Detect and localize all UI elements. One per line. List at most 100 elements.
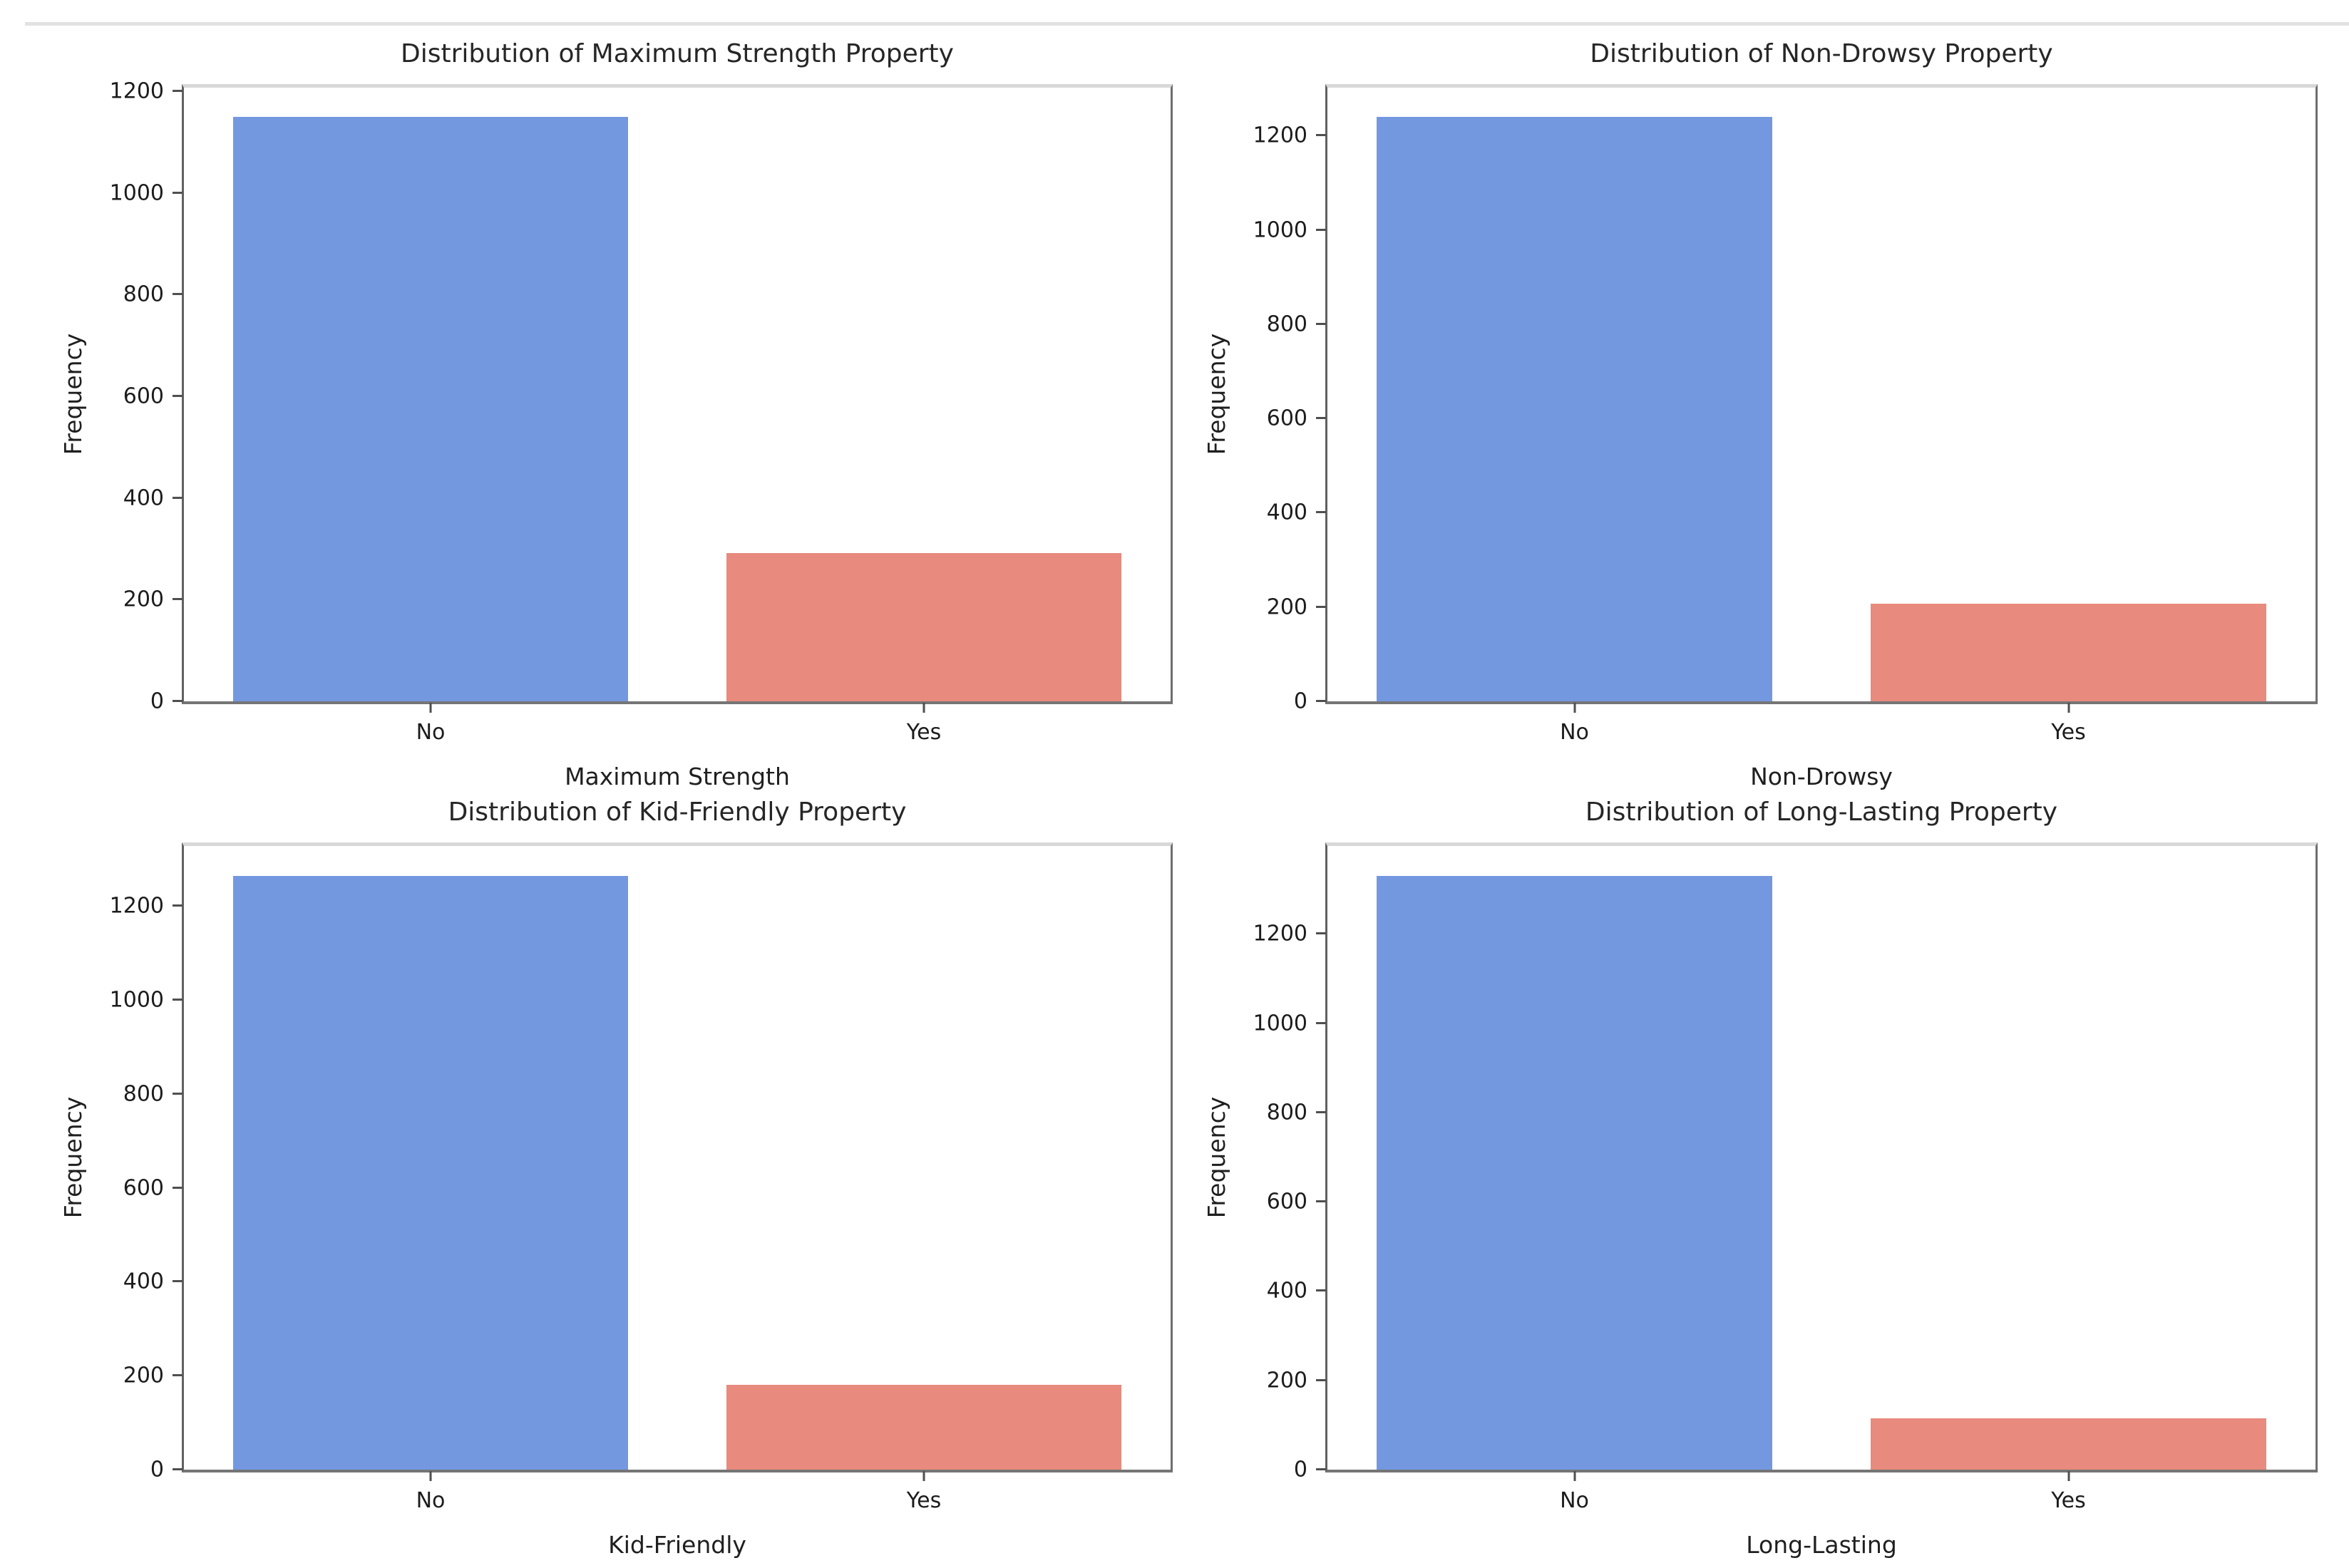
y-tick-label: 600 <box>1266 406 1307 431</box>
y-tick-mark <box>1316 417 1326 420</box>
x-tick-label: No <box>416 1488 446 1513</box>
y-tick-label: 1000 <box>109 987 164 1013</box>
x-axis-label: Long-Lasting <box>1746 1531 1897 1559</box>
y-tick-mark <box>173 1092 183 1095</box>
y-tick-mark <box>173 904 183 907</box>
y-axis-label: Frequency <box>1203 333 1230 455</box>
y-tick-label: 0 <box>150 688 164 714</box>
x-tick-label: No <box>1560 720 1589 745</box>
y-tick-mark <box>1316 322 1326 325</box>
y-tick-label: 1200 <box>109 78 164 104</box>
y-tick-label: 800 <box>123 1081 164 1107</box>
y-tick-label: 1000 <box>1253 1011 1307 1036</box>
y-tick-label: 800 <box>123 282 164 307</box>
x-tick-label: Yes <box>2051 1488 2086 1513</box>
page-top-rule <box>25 22 2349 26</box>
y-tick-mark <box>1316 134 1326 137</box>
y-tick-label: 400 <box>1266 1278 1307 1304</box>
y-tick-mark <box>1316 605 1326 608</box>
y-tick-label: 1200 <box>109 893 164 919</box>
subplot-non-drowsy: Distribution of Non-Drowsy Property Freq… <box>1203 39 2318 790</box>
y-tick-mark <box>1316 1021 1326 1024</box>
y-tick-mark <box>1316 932 1326 935</box>
y-tick-mark <box>1316 1110 1326 1113</box>
y-tick-label: 1000 <box>109 180 164 206</box>
plot-area: 0 200 400 600 800 1000 1200 No Yes <box>110 78 1173 745</box>
y-tick-label: 200 <box>123 1363 164 1388</box>
plot-area: 0 200 400 600 800 1000 1200 No Yes <box>1253 84 2318 745</box>
y-tick-mark <box>1316 1468 1326 1470</box>
x-tick-mark <box>2067 703 2070 713</box>
y-tick-label: 1200 <box>1253 123 1307 148</box>
chart-title: Distribution of Long-Lasting Property <box>1585 798 2058 827</box>
x-tick-mark <box>1573 1471 1576 1481</box>
x-tick-mark <box>429 1471 432 1481</box>
y-tick-mark <box>173 700 183 702</box>
y-tick-mark <box>173 598 183 601</box>
y-tick-label: 1200 <box>1253 921 1307 947</box>
y-tick-mark <box>173 999 183 1001</box>
y-tick-mark <box>173 1374 183 1377</box>
y-tick-label: 0 <box>1293 1457 1307 1482</box>
chart-title: Distribution of Kid-Friendly Property <box>448 798 907 827</box>
y-tick-label: 400 <box>123 485 164 511</box>
y-tick-mark <box>173 1280 183 1283</box>
y-tick-label: 400 <box>123 1269 164 1294</box>
x-tick-label: No <box>416 720 446 745</box>
y-tick-label: 600 <box>1266 1189 1307 1214</box>
x-axis-label: Non-Drowsy <box>1750 763 1893 790</box>
y-tick-mark <box>173 496 183 499</box>
y-tick-mark <box>1316 700 1326 702</box>
y-tick-mark <box>1316 228 1326 231</box>
y-tick-label: 200 <box>1266 594 1307 620</box>
bar-no <box>1377 117 1772 701</box>
y-tick-mark <box>173 394 183 397</box>
x-tick-mark <box>429 703 432 713</box>
bar-yes <box>726 552 1121 701</box>
y-axis-label: Frequency <box>59 1096 87 1219</box>
plot-area: 0 200 400 600 800 1000 1200 No Yes <box>110 842 1173 1513</box>
bar-no <box>233 875 628 1470</box>
bar-yes <box>1871 1418 2266 1470</box>
y-tick-mark <box>173 1468 183 1470</box>
y-tick-label: 0 <box>150 1457 164 1482</box>
x-tick-label: Yes <box>906 720 942 745</box>
bar-yes <box>1871 604 2266 701</box>
bar-yes <box>726 1385 1121 1470</box>
x-tick-label: Yes <box>906 1488 942 1513</box>
subplot-long-lasting: Distribution of Long-Lasting Property Fr… <box>1203 798 2318 1559</box>
y-tick-mark <box>1316 1200 1326 1203</box>
y-tick-label: 400 <box>1266 500 1307 525</box>
bar-no <box>233 116 628 701</box>
y-tick-label: 600 <box>123 383 164 409</box>
x-axis-label: Maximum Strength <box>565 763 790 790</box>
x-axis-label: Kid-Friendly <box>608 1531 746 1559</box>
x-tick-mark <box>922 703 925 713</box>
x-tick-mark <box>922 1471 925 1481</box>
y-tick-label: 600 <box>123 1175 164 1201</box>
chart-title: Distribution of Maximum Strength Propert… <box>401 39 954 68</box>
bar-no <box>1377 875 1772 1470</box>
subplot-maximum-strength: Distribution of Maximum Strength Propert… <box>59 39 1173 790</box>
x-tick-label: No <box>1560 1488 1589 1513</box>
y-tick-mark <box>1316 1289 1326 1292</box>
y-tick-mark <box>173 293 183 296</box>
x-tick-label: Yes <box>2051 720 2086 745</box>
y-tick-mark <box>173 1186 183 1189</box>
y-tick-label: 200 <box>123 587 164 612</box>
y-tick-mark <box>1316 1378 1326 1381</box>
chart-title: Distribution of Non-Drowsy Property <box>1590 39 2053 68</box>
subplot-kid-friendly: Distribution of Kid-Friendly Property Fr… <box>59 798 1173 1559</box>
y-tick-mark <box>173 191 183 194</box>
y-tick-mark <box>173 89 183 92</box>
y-tick-label: 800 <box>1266 1100 1307 1125</box>
y-tick-label: 0 <box>1293 688 1307 714</box>
y-axis-label: Frequency <box>59 333 87 455</box>
y-axis-label: Frequency <box>1203 1096 1230 1219</box>
y-tick-mark <box>1316 511 1326 514</box>
x-tick-mark <box>2067 1471 2070 1481</box>
y-tick-label: 800 <box>1266 311 1307 337</box>
y-tick-label: 1000 <box>1253 217 1307 243</box>
plot-area: 0 200 400 600 800 1000 1200 No Yes <box>1253 842 2318 1513</box>
